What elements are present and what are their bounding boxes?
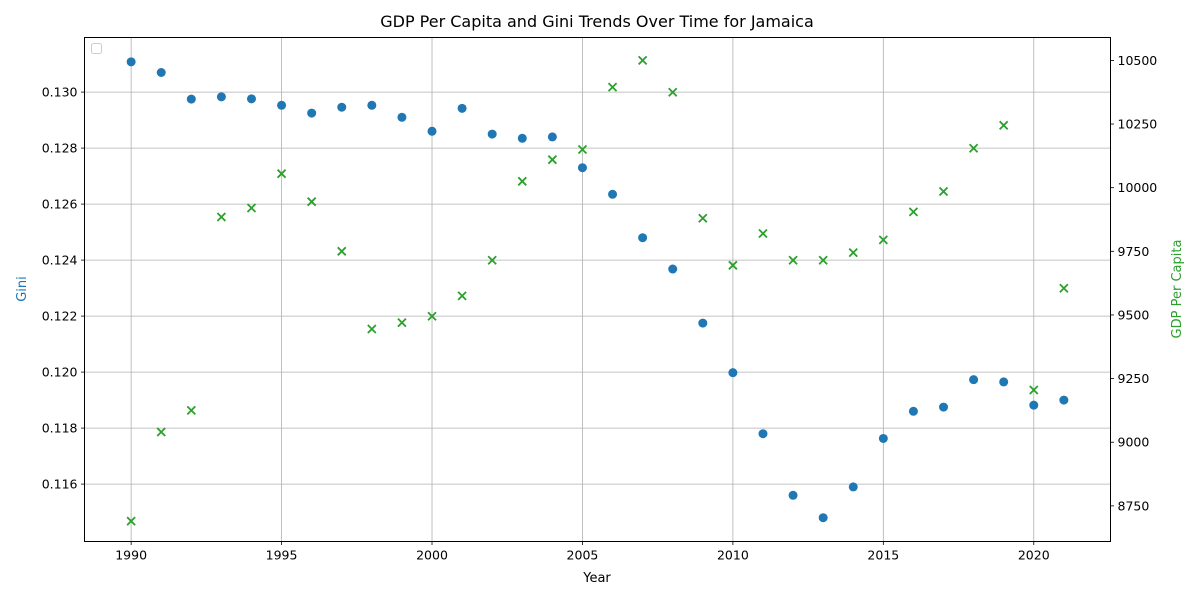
gdp-points [126, 55, 1069, 526]
gini-point [307, 108, 317, 118]
gini-point [999, 377, 1009, 387]
gini-point [246, 94, 256, 104]
gini-point [547, 132, 557, 142]
gdp-point [337, 246, 347, 256]
gdp-point [517, 176, 527, 186]
gini-point [848, 482, 858, 492]
plot-frame [84, 37, 1111, 542]
gdp-point [216, 212, 227, 222]
gdp-point [908, 207, 919, 217]
gdp-point [487, 255, 497, 265]
y-right-tick-label: 9500 [1118, 307, 1150, 322]
axis-ticks: 1990 1995 2000 2005 2010 2015 2020 0.116 0.118 0.… [42, 53, 1158, 563]
x-tick-label: 2005 [567, 548, 599, 563]
gdp-point [938, 186, 949, 197]
gini-point [397, 112, 407, 122]
gini-point [457, 103, 467, 113]
gini-point [878, 433, 888, 443]
gini-point [908, 406, 918, 416]
x-axis-label: Year [582, 571, 611, 586]
y-left-tick-label: 0.118 [42, 421, 78, 436]
gini-point [1059, 395, 1069, 405]
y-right-tick-label: 10250 [1118, 117, 1158, 132]
gini-point [728, 368, 738, 378]
gini-point [577, 163, 587, 173]
gini-point [698, 318, 708, 328]
gdp-point [637, 55, 648, 66]
gini-point [277, 100, 287, 110]
y-right-tick-label: 10500 [1118, 53, 1158, 68]
gini-point [517, 133, 527, 143]
y-right-tick-label: 9250 [1118, 371, 1150, 386]
x-tick-label: 2010 [717, 548, 749, 563]
gini-point [668, 264, 678, 274]
gdp-point [547, 155, 558, 165]
legend-box [91, 43, 102, 54]
y-left-tick-label: 0.128 [42, 141, 78, 156]
chart-title: GDP Per Capita and Gini Trends Over Time… [380, 12, 814, 31]
gdp-point [1059, 283, 1069, 293]
gdp-point [276, 169, 287, 179]
gini-point [367, 100, 377, 110]
gini-point [939, 402, 949, 412]
y-left-tick-label: 0.122 [42, 309, 78, 324]
gdp-point [246, 203, 257, 213]
gdp-point [367, 324, 377, 334]
gini-point [969, 375, 979, 385]
gini-point [427, 126, 437, 136]
gdp-point [818, 255, 828, 265]
gini-point [608, 189, 618, 199]
gdp-point [126, 516, 136, 526]
gini-point [156, 68, 166, 77]
gdp-point [758, 228, 768, 239]
y-left-tick-label: 0.120 [42, 365, 78, 380]
y-left-tick-label: 0.124 [42, 253, 78, 268]
x-tick-label: 1990 [115, 548, 147, 563]
x-tick-label: 2000 [416, 548, 448, 563]
gdp-point [999, 120, 1009, 130]
y-right-tick-label: 10000 [1118, 180, 1158, 195]
y-left-axis-label: Gini [15, 276, 30, 302]
gini-point [788, 490, 798, 500]
gini-point [818, 513, 828, 523]
gdp-point [878, 235, 888, 245]
gini-point [126, 57, 136, 67]
gini-point [638, 233, 648, 243]
gdp-point [788, 255, 798, 265]
gdp-point [728, 260, 738, 270]
y-left-tick-label: 0.130 [42, 85, 78, 100]
y-right-tick-label: 9750 [1118, 244, 1150, 259]
y-right-axis-label: GDP Per Capita [1170, 240, 1185, 339]
x-tick-label: 1995 [266, 548, 298, 563]
gdp-point [848, 247, 858, 258]
gdp-point [427, 311, 437, 321]
grid-lines [84, 37, 1111, 542]
y-right-tick-label: 8750 [1118, 498, 1150, 513]
gdp-point [397, 317, 407, 328]
gdp-point [307, 197, 317, 207]
gini-point [216, 92, 226, 102]
gdp-point [577, 144, 588, 155]
gini-point [1029, 400, 1039, 410]
gini-point [186, 94, 196, 104]
y-right-tick-label: 9000 [1118, 435, 1150, 450]
gdp-point [457, 291, 467, 301]
y-left-tick-label: 0.126 [42, 197, 78, 212]
gdp-point [186, 405, 196, 416]
gdp-point [668, 87, 678, 97]
gdp-point [1029, 385, 1039, 395]
gdp-point [156, 427, 166, 437]
gdp-point [968, 143, 979, 153]
gini-point [487, 129, 497, 139]
x-tick-label: 2015 [867, 548, 899, 563]
gini-point [337, 102, 347, 112]
x-tick-label: 2020 [1018, 548, 1050, 563]
gini-point [758, 429, 768, 439]
gdp-point [607, 82, 618, 92]
gini-points [126, 57, 1069, 523]
gdp-point [698, 213, 708, 223]
y-left-tick-label: 0.116 [42, 477, 78, 492]
